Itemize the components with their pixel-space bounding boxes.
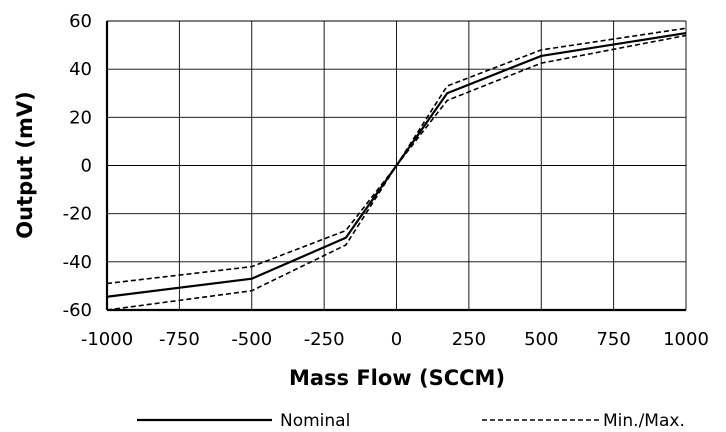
x-axis-title: Mass Flow (SCCM) xyxy=(289,366,505,390)
x-tick-labels: -1000 -750 -500 -250 0 250 500 750 1000 xyxy=(81,329,709,350)
y-tick-label: -20 xyxy=(63,204,92,225)
y-tick-label: 20 xyxy=(69,107,92,128)
legend-label-min-max: Min./Max. xyxy=(603,411,685,431)
y-tick-label: 40 xyxy=(69,59,92,80)
x-tick-label: -250 xyxy=(304,329,345,350)
x-tick-label: -750 xyxy=(159,329,200,350)
x-tick-label: 750 xyxy=(596,329,630,350)
x-tick-label: 1000 xyxy=(663,329,709,350)
x-tick-label: 0 xyxy=(391,329,402,350)
y-tick-label: -40 xyxy=(63,252,92,273)
x-tick-label: 250 xyxy=(452,329,486,350)
y-tick-labels: 60 40 20 0 -20 -40 -60 xyxy=(63,11,92,321)
y-axis-title: Output (mV) xyxy=(13,91,37,239)
series-lines xyxy=(106,27,687,311)
y-tick-label: 60 xyxy=(69,11,92,32)
plot-frame xyxy=(105,21,686,312)
x-tick-label: 500 xyxy=(524,329,558,350)
legend: Nominal Min./Max. xyxy=(137,411,685,431)
series-line-min xyxy=(106,34,687,311)
x-tick-label: -1000 xyxy=(81,329,133,350)
y-tick-label: -60 xyxy=(63,300,92,321)
y-tick-label: 0 xyxy=(81,156,92,177)
x-tick-label: -500 xyxy=(231,329,272,350)
legend-label-nominal: Nominal xyxy=(280,411,350,431)
